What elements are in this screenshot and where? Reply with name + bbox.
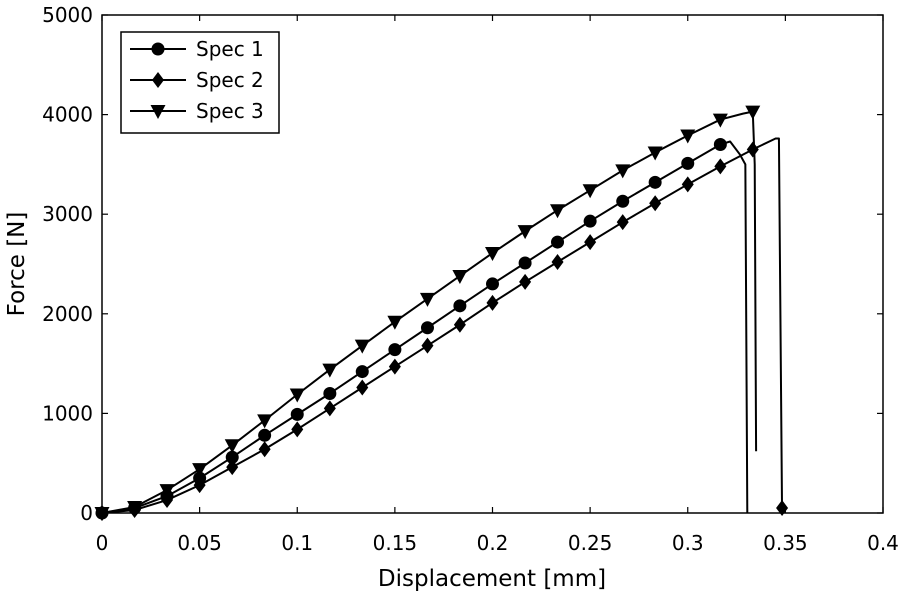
triangle-down-marker bbox=[550, 204, 566, 219]
y-tick-label: 0 bbox=[80, 501, 93, 525]
y-tick-label: 2000 bbox=[42, 302, 93, 326]
x-tick-label: 0.15 bbox=[373, 531, 418, 555]
circle-marker bbox=[420, 321, 434, 335]
triangle-down-marker bbox=[517, 225, 533, 240]
circle-marker bbox=[681, 156, 695, 170]
circle-marker bbox=[616, 194, 630, 208]
legend-label: Spec 3 bbox=[196, 99, 264, 123]
x-tick-label: 0.3 bbox=[672, 531, 704, 555]
triangle-down-marker bbox=[127, 501, 143, 516]
diamond-marker bbox=[453, 316, 466, 333]
legend-label: Spec 1 bbox=[196, 37, 264, 61]
triangle-down-marker bbox=[257, 414, 273, 429]
triangle-down-marker bbox=[647, 146, 663, 161]
circle-marker bbox=[648, 175, 662, 189]
triangle-down-marker bbox=[582, 184, 598, 199]
circle-marker bbox=[323, 386, 337, 400]
diamond-marker bbox=[681, 176, 694, 193]
legend-label: Spec 2 bbox=[196, 68, 264, 92]
diamond-marker bbox=[584, 234, 597, 251]
diamond-marker bbox=[421, 337, 434, 354]
diamond-marker bbox=[152, 72, 164, 88]
triangle-down-marker bbox=[150, 105, 166, 119]
triangle-down-marker bbox=[745, 105, 761, 120]
triangle-down-marker bbox=[224, 439, 240, 454]
triangle-down-marker bbox=[322, 363, 338, 378]
triangle-down-marker bbox=[192, 463, 208, 478]
diamond-marker bbox=[323, 400, 336, 417]
series-group bbox=[94, 105, 789, 521]
circle-marker bbox=[388, 343, 402, 357]
circle-marker bbox=[551, 235, 565, 249]
triangle-down-marker bbox=[615, 164, 631, 179]
diamond-marker bbox=[486, 294, 499, 311]
series-1 bbox=[95, 137, 749, 520]
y-tick-label: 4000 bbox=[42, 103, 93, 127]
x-tick-label: 0.25 bbox=[568, 531, 613, 555]
x-tick-label: 0 bbox=[96, 531, 109, 555]
circle-marker bbox=[453, 299, 467, 313]
circle-marker bbox=[151, 42, 165, 56]
triangle-down-marker bbox=[94, 507, 110, 521]
diamond-marker bbox=[356, 379, 369, 396]
circle-marker bbox=[713, 137, 727, 151]
x-tick-label: 0.05 bbox=[177, 531, 222, 555]
series-line bbox=[101, 137, 784, 514]
diamond-marker bbox=[551, 254, 564, 271]
triangle-down-marker bbox=[452, 269, 468, 284]
circle-marker bbox=[518, 256, 532, 270]
triangle-down-marker bbox=[485, 247, 500, 262]
y-tick-label: 3000 bbox=[42, 202, 93, 226]
diamond-marker bbox=[226, 459, 239, 476]
x-tick-label: 0.35 bbox=[763, 531, 808, 555]
circle-marker bbox=[290, 407, 304, 421]
triangle-down-marker bbox=[680, 129, 696, 144]
diamond-marker bbox=[519, 273, 532, 290]
diamond-marker bbox=[746, 141, 759, 158]
y-tick-label: 1000 bbox=[42, 401, 93, 425]
triangle-down-marker bbox=[159, 484, 175, 499]
legend-item: Spec 3 bbox=[130, 99, 264, 123]
triangle-down-marker bbox=[354, 339, 370, 354]
x-tick-label: 0.1 bbox=[281, 531, 313, 555]
plot-frame bbox=[101, 14, 884, 514]
legend: Spec 1 Spec 2 Spec 3 bbox=[120, 31, 280, 134]
series-line bbox=[101, 110, 758, 514]
circle-marker bbox=[225, 450, 239, 464]
x-tick-label: 0.2 bbox=[477, 531, 509, 555]
diamond-marker bbox=[193, 477, 206, 494]
circle-marker bbox=[583, 214, 597, 228]
triangle-down-marker bbox=[289, 388, 305, 403]
diamond-marker bbox=[714, 158, 727, 175]
triangle-down-marker bbox=[419, 292, 435, 307]
diamond-marker bbox=[258, 441, 271, 458]
circle-marker bbox=[355, 365, 369, 379]
x-tick-label: 0.4 bbox=[867, 531, 898, 555]
circle-marker bbox=[486, 277, 499, 291]
triangle-down-marker bbox=[712, 113, 728, 128]
y-tick-label: 5000 bbox=[42, 3, 93, 27]
x-axis-title: Displacement [mm] bbox=[378, 566, 606, 592]
diamond-marker bbox=[291, 421, 304, 438]
diamond-marker bbox=[649, 195, 662, 212]
diamond-marker bbox=[776, 500, 789, 517]
diamond-marker bbox=[388, 358, 401, 375]
axis-tick-labels: 0 0.05 0.1 0.15 0.2 0.25 0.3 0.35 0.4 0 1000 2000 30… bbox=[42, 3, 898, 555]
circle-marker bbox=[258, 428, 272, 442]
legend-item: Spec 1 bbox=[130, 37, 264, 61]
y-axis-title: Force [N] bbox=[4, 212, 30, 317]
triangle-down-marker bbox=[387, 315, 403, 330]
series-3 bbox=[94, 105, 761, 521]
diamond-marker bbox=[161, 492, 174, 509]
diamond-marker bbox=[616, 214, 629, 231]
legend-item: Spec 2 bbox=[130, 68, 264, 92]
